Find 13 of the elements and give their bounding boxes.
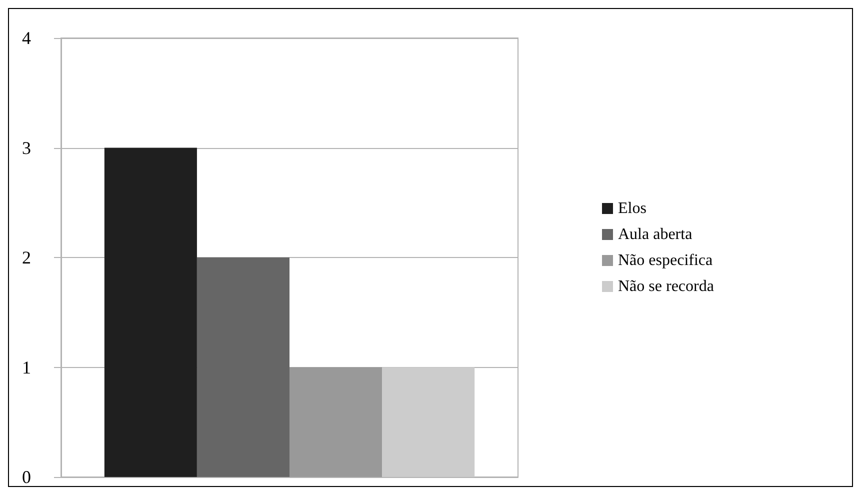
y-tick-label: 2 <box>22 248 31 268</box>
legend-label: Não se recorda <box>618 278 714 295</box>
legend-label: Elos <box>618 200 646 217</box>
bar <box>104 148 197 477</box>
y-tick-label: 3 <box>22 138 31 158</box>
bar <box>196 258 290 477</box>
legend-label: Aula aberta <box>618 226 692 243</box>
y-tick-label: 0 <box>22 467 31 487</box>
bar <box>290 367 382 477</box>
legend-label: Não especifica <box>618 252 713 269</box>
bar <box>382 367 475 477</box>
y-tick-label: 4 <box>22 28 31 48</box>
y-tick-label: 1 <box>22 357 31 378</box>
